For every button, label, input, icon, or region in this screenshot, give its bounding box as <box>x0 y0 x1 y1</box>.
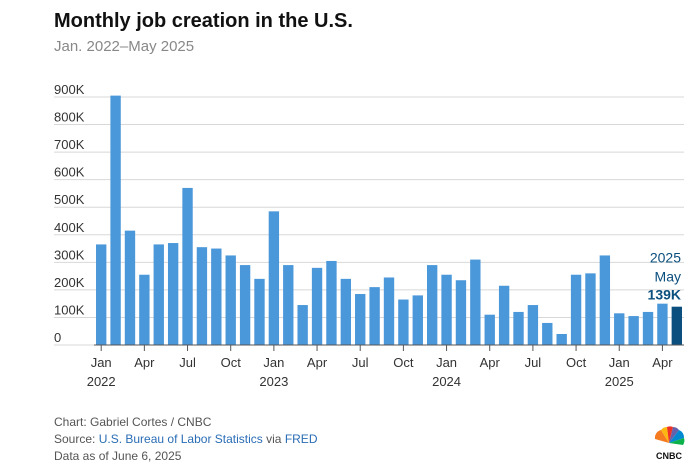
x-tick-label: Apr <box>307 355 328 370</box>
y-tick-label: 0 <box>54 330 61 345</box>
y-tick-label: 500K <box>54 192 85 207</box>
bar <box>642 311 654 345</box>
chart-footer: Chart: Gabriel Cortes / CNBC Source: U.S… <box>54 414 317 465</box>
bar <box>570 274 582 345</box>
cnbc-logo-text: CNBC <box>656 451 682 461</box>
x-tick-label: Oct <box>393 355 414 370</box>
bar <box>124 230 136 345</box>
bar <box>556 333 567 345</box>
bar-highlight <box>671 306 682 345</box>
y-tick-label: 700K <box>54 137 85 152</box>
bar <box>614 313 625 345</box>
bar <box>484 314 495 345</box>
source-line: Source: U.S. Bureau of Labor Statistics … <box>54 431 317 448</box>
bar <box>110 95 121 345</box>
chart-subtitle: Jan. 2022–May 2025 <box>54 38 195 55</box>
bar <box>412 295 423 345</box>
x-tick-label: Apr <box>652 355 673 370</box>
bar <box>311 267 323 345</box>
bar <box>513 311 524 345</box>
fred-link[interactable]: FRED <box>284 432 318 446</box>
bls-link[interactable]: U.S. Bureau of Labor Statistics <box>98 432 263 446</box>
source-prefix: Source: <box>54 432 99 446</box>
cnbc-peacock-logo: CNBC <box>654 426 685 461</box>
bar <box>326 260 337 345</box>
x-tick-year: 2024 <box>432 374 461 389</box>
bar <box>527 305 539 345</box>
bar <box>628 316 639 345</box>
bar <box>355 294 366 345</box>
bar <box>268 211 280 345</box>
y-tick-label: 900K <box>54 82 85 97</box>
chart-title: Monthly job creation in the U.S. <box>54 10 353 32</box>
bar <box>182 187 193 345</box>
bar <box>383 277 395 345</box>
bar <box>254 278 265 345</box>
bar <box>196 247 208 345</box>
x-tick-year: 2023 <box>259 374 288 389</box>
bar <box>239 265 251 345</box>
x-tick-label: Oct <box>566 355 587 370</box>
x-tick-label: Jan <box>436 355 457 370</box>
x-tick-label: Jan <box>91 355 112 370</box>
bar <box>470 259 481 345</box>
bar <box>167 243 179 345</box>
source-via: via <box>262 432 285 446</box>
bar <box>398 299 409 345</box>
bar <box>297 305 308 345</box>
bar <box>585 273 596 345</box>
x-tick-label: Apr <box>480 355 501 370</box>
bar <box>283 265 294 345</box>
chart-credit: Chart: Gabriel Cortes / CNBC <box>54 415 212 429</box>
bar <box>340 278 352 345</box>
bar <box>441 274 452 345</box>
annotation-year: 2025 <box>650 250 681 266</box>
x-tick-label: Jan <box>263 355 284 370</box>
bar <box>96 244 107 345</box>
bar-chart: 0 100K 200K 300K 400K 500K 600K 700K 800K 900K Jan… <box>54 82 684 389</box>
x-tick-year: 2025 <box>605 374 634 389</box>
x-tick-label: Jul <box>179 355 196 370</box>
bar <box>153 244 164 345</box>
annotation-month: May <box>655 269 681 285</box>
bar <box>657 303 668 345</box>
x-tick-label: Apr <box>134 355 155 370</box>
y-tick-label: 400K <box>54 220 85 235</box>
y-tick-label: 800K <box>54 110 85 125</box>
bar <box>211 248 222 345</box>
y-tick-label: 600K <box>54 165 85 180</box>
x-tick-label: Jul <box>352 355 369 370</box>
bar <box>542 322 553 345</box>
x-tick-year: 2022 <box>87 374 116 389</box>
annotation-value: 139K <box>648 287 681 303</box>
x-tick-label: Jul <box>525 355 542 370</box>
y-tick-label: 300K <box>54 247 85 262</box>
y-tick-label: 100K <box>54 302 85 317</box>
y-tick-label: 200K <box>54 275 85 290</box>
bar <box>139 274 150 345</box>
x-tick-label: Jan <box>609 355 630 370</box>
x-tick-label: Oct <box>221 355 242 370</box>
bar <box>599 255 611 345</box>
data-date: Data as of June 6, 2025 <box>54 449 182 463</box>
bar <box>426 265 438 345</box>
bar <box>225 255 236 345</box>
bar <box>455 280 467 345</box>
bar <box>498 285 510 345</box>
bar <box>369 287 380 345</box>
